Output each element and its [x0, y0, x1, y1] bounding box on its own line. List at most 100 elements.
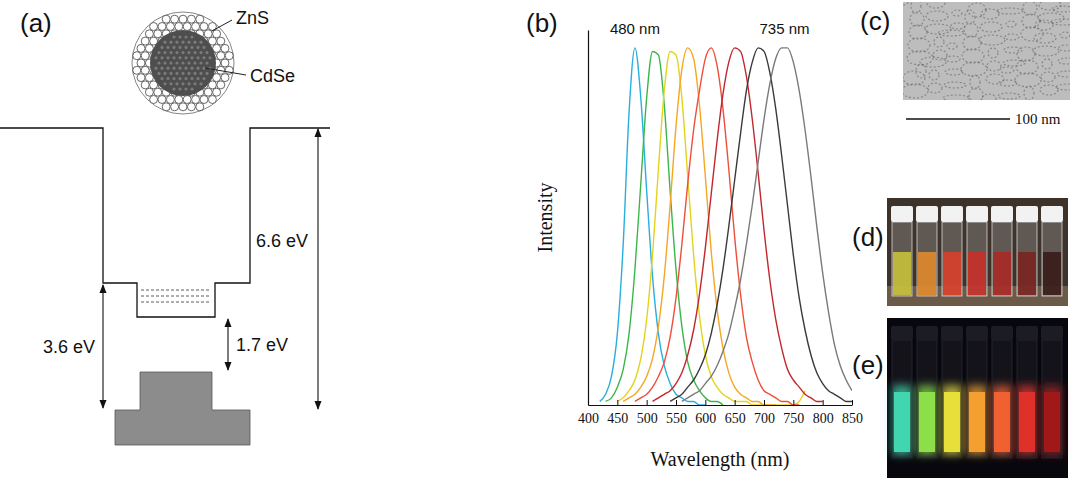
- core-atom: [205, 61, 208, 64]
- core-atom: [160, 67, 163, 70]
- spectrum-line: [600, 48, 706, 405]
- core-atom: [169, 82, 172, 85]
- x-tick: 850: [842, 400, 863, 426]
- core-atom: [184, 67, 187, 70]
- tem-particle: [1056, 84, 1070, 90]
- core-atom: [175, 72, 178, 75]
- vial-cap: [1041, 206, 1063, 222]
- vial-liquid: [1043, 252, 1061, 295]
- tem-particle: [946, 56, 960, 62]
- tem-texture: [903, 2, 1070, 100]
- shell-atom: [221, 59, 229, 67]
- tem-particle: [1040, 85, 1058, 95]
- vial-cap: [916, 326, 938, 340]
- core-atom: [205, 72, 208, 75]
- shell-atom: [150, 23, 158, 31]
- photo-background: [887, 318, 1068, 478]
- core-atom: [190, 77, 193, 80]
- panel-label: (d): [852, 222, 884, 252]
- core-atom: [181, 61, 184, 64]
- panel-c: 100 nm: [898, 0, 1073, 127]
- core-atom: [205, 51, 208, 54]
- tem-particle: [1005, 34, 1019, 40]
- vial-liquid: [969, 392, 985, 452]
- peak-annotation: 735 nm: [760, 20, 810, 37]
- core-atom: [196, 67, 199, 70]
- leader-line: [212, 20, 232, 31]
- core-atom: [172, 56, 175, 59]
- vial-glow: [892, 385, 912, 455]
- tem-particle: [911, 2, 921, 13]
- tem-particle: [934, 37, 944, 47]
- core: [150, 30, 216, 96]
- tem-particle: [1042, 59, 1052, 69]
- core-atom: [202, 77, 205, 80]
- x-tick-label: 700: [754, 411, 775, 426]
- shell-atom: [141, 52, 149, 60]
- core-atom: [202, 56, 205, 59]
- tem-particle: [1052, 6, 1070, 12]
- core-atom: [166, 77, 169, 80]
- vial-cap: [1016, 206, 1038, 222]
- core-atom: [172, 87, 175, 90]
- tem-particle: [1015, 73, 1041, 87]
- shell-atom: [171, 103, 179, 111]
- vial-cap: [1041, 326, 1063, 340]
- tem-particle: [963, 36, 981, 50]
- core-atom: [178, 87, 181, 90]
- shell-atom: [221, 44, 229, 52]
- tem-particle: [1000, 67, 1014, 73]
- core-atom: [181, 82, 184, 85]
- core-atom: [166, 67, 169, 70]
- tem-particle: [969, 88, 983, 100]
- core-atom: [175, 51, 178, 54]
- core-atom: [154, 56, 157, 59]
- shell-atom: [145, 30, 153, 38]
- vial-body: [992, 222, 1012, 296]
- spectrum-line: [670, 48, 852, 402]
- core-atom: [178, 35, 181, 38]
- photo-background: [887, 198, 1068, 306]
- tem-particle: [1059, 45, 1070, 51]
- core-atom: [196, 77, 199, 80]
- core-atom: [196, 46, 199, 49]
- tem-particle: [982, 94, 996, 100]
- core-atom: [202, 46, 205, 49]
- tem-particle: [1033, 46, 1059, 56]
- shell-atom: [213, 30, 221, 38]
- core-atom: [160, 46, 163, 49]
- panel-a: ZnSCdSe6.6 eV3.6 eV1.7 eV: [0, 8, 330, 445]
- shell-atom: [175, 96, 183, 104]
- core-atom: [163, 41, 166, 44]
- x-axis-line: [589, 405, 853, 406]
- vial-body: [1017, 340, 1037, 458]
- shell-atom: [204, 30, 212, 38]
- x-tick-mark: [852, 400, 853, 405]
- panel-label: (b): [526, 8, 558, 38]
- shell-atom: [141, 66, 149, 74]
- x-tick-mark: [764, 400, 765, 405]
- core-atom: [184, 35, 187, 38]
- shell-atom: [141, 81, 149, 89]
- x-tick-mark: [735, 400, 736, 405]
- shell-atom: [145, 88, 153, 96]
- tem-particle: [1006, 21, 1016, 27]
- vial-glow: [1042, 385, 1062, 455]
- core-atom: [172, 67, 175, 70]
- shell-atom: [141, 37, 149, 45]
- shell-atom: [175, 23, 183, 31]
- vial-glow: [967, 385, 987, 455]
- shell-atom: [217, 52, 225, 60]
- core-atom: [181, 51, 184, 54]
- shell-atom: [200, 23, 208, 31]
- x-tick: 550: [666, 400, 687, 426]
- quantized-level: [141, 296, 211, 297]
- valence-band: [115, 372, 250, 445]
- core-atom: [193, 41, 196, 44]
- vial-cap: [916, 206, 938, 222]
- scale-bar-label: 100 nm: [1015, 111, 1061, 127]
- x-tick-label: 800: [813, 411, 834, 426]
- x-tick-label: 400: [578, 411, 599, 426]
- vial-cap: [941, 206, 963, 222]
- gap-arrow: [317, 129, 318, 409]
